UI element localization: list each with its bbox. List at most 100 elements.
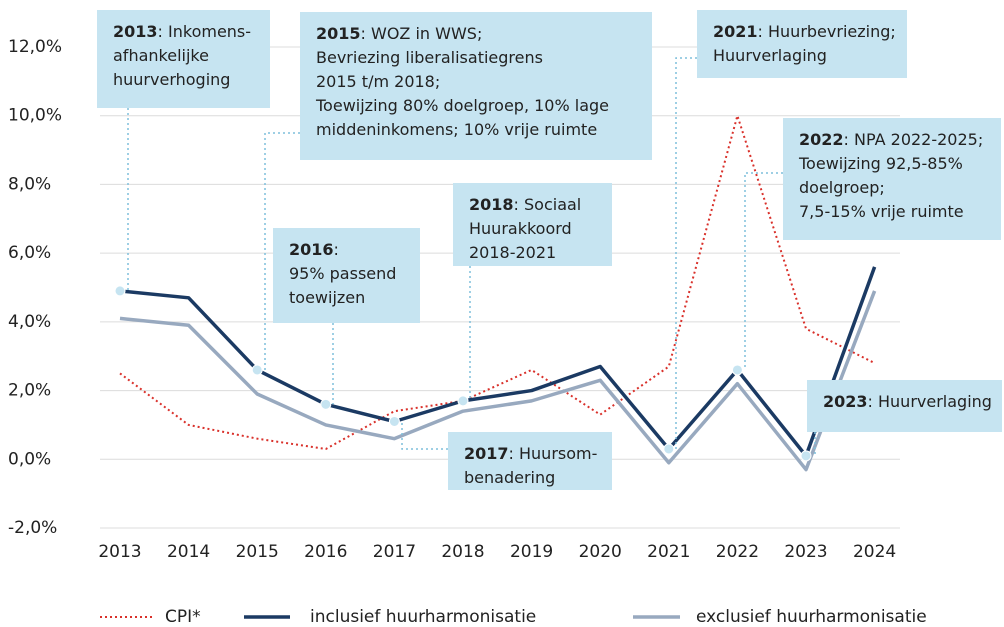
series-line [119, 266, 877, 458]
annotation-year: 2021 [713, 22, 758, 41]
annotation-box [448, 432, 612, 490]
annotation-text: 2022: NPA 2022-2025; [799, 130, 983, 149]
annotation-text: benadering [464, 468, 555, 487]
legend-label: inclusief huurharmonisatie [310, 607, 536, 627]
y-tick-label: 12,0% [8, 37, 62, 57]
annotation-text: 95% passend [289, 264, 396, 283]
annotation-text: Huurakkoord [469, 219, 572, 238]
annotation-text: toewijzen [289, 288, 365, 307]
annotation-text: 2023: Huurverlaging [823, 392, 992, 411]
annotation-text: 2017: Huursom- [464, 444, 597, 463]
annotation-text: Toewijzing 92,5-85% [798, 154, 963, 173]
annotation-point [251, 364, 263, 376]
x-tick-label: 2015 [236, 542, 279, 562]
annotation-text: afhankelijke [113, 46, 209, 65]
annotation-line: : Huurverlaging [868, 392, 992, 411]
annotation-line: Bevriezing liberalisatiegrens [316, 48, 543, 67]
annotation-text: 2015: WOZ in WWS; [316, 24, 482, 43]
annotation-year: 2013 [113, 22, 158, 41]
annotation-box [97, 10, 270, 108]
annotation-box [300, 12, 652, 160]
y-tick-label: 6,0% [8, 243, 51, 263]
annotation-point [320, 398, 332, 410]
annotation-point [731, 364, 743, 376]
annotation-year: 2015 [316, 24, 361, 43]
annotation-text: 2013: Inkomens- [113, 22, 251, 41]
x-tick-label: 2013 [98, 542, 141, 562]
annotation-point [457, 395, 469, 407]
annotation-box [697, 10, 907, 78]
annotation-point [800, 450, 812, 462]
x-tick-label: 2024 [853, 542, 896, 562]
x-tick-label: 2020 [579, 542, 622, 562]
annotation-line: Toewijzing 92,5-85% [798, 154, 963, 173]
annotation-text: 7,5-15% vrije ruimte [799, 202, 964, 221]
annotation-box [273, 228, 420, 323]
annotation-text: 2018: Sociaal [469, 195, 581, 214]
annotation-text: Huurverlaging [713, 46, 827, 65]
legend-label: CPI* [165, 607, 201, 627]
annotation-box [453, 183, 612, 266]
y-tick-label: 2,0% [8, 381, 51, 401]
annotation-box [807, 380, 1002, 432]
y-tick-label: 10,0% [8, 106, 62, 126]
connector [264, 132, 300, 370]
annotation-line: benadering [464, 468, 555, 487]
x-tick-label: 2016 [304, 542, 347, 562]
x-tick-label: 2021 [647, 542, 690, 562]
x-tick-label: 2019 [510, 542, 553, 562]
y-tick-label: -2,0% [8, 518, 57, 538]
annotation-text: Toewijzing 80% doelgroep, 10% lage [315, 96, 609, 115]
annotation-line: : Huurbevriezing; [758, 22, 896, 41]
annotation-text: 2015 t/m 2018; [316, 72, 440, 91]
annotation-line: toewijzen [289, 288, 365, 307]
y-tick-label: 0,0% [8, 449, 51, 469]
annotation-text: 2018-2021 [469, 243, 556, 262]
annotation-year: 2017 [464, 444, 509, 463]
annotation-line: 2018-2021 [469, 243, 556, 262]
annotation-point [663, 443, 675, 455]
annotation-point [114, 285, 126, 297]
y-tick-label: 8,0% [8, 174, 51, 194]
annotation-line: Huurakkoord [469, 219, 572, 238]
annotation-line: doelgroep; [799, 178, 885, 197]
x-tick-label: 2017 [373, 542, 416, 562]
annotation-text: huurverhoging [113, 70, 230, 89]
annotation-line: : NPA 2022-2025; [844, 130, 984, 149]
connector [675, 57, 697, 449]
annotation-text: doelgroep; [799, 178, 885, 197]
series-line [119, 114, 876, 450]
annotation-line: : Inkomens- [158, 22, 252, 41]
annotation-line: : WOZ in WWS; [361, 24, 483, 43]
annotation-line: afhankelijke [113, 46, 209, 65]
annotation-box [783, 118, 1001, 240]
annotation-text: middeninkomens; 10% vrije ruimte [316, 120, 597, 139]
x-tick-label: 2018 [441, 542, 484, 562]
x-tick-label: 2022 [716, 542, 759, 562]
annotation-line: : Huursom- [509, 444, 598, 463]
annotation-text: Bevriezing liberalisatiegrens [316, 48, 543, 67]
annotation-year: 2018 [469, 195, 514, 214]
annotation-year: 2023 [823, 392, 868, 411]
annotation-line: middeninkomens; 10% vrije ruimte [316, 120, 597, 139]
annotation-line: Toewijzing 80% doelgroep, 10% lage [315, 96, 609, 115]
x-tick-label: 2023 [784, 542, 827, 562]
annotation-point [388, 415, 400, 427]
annotation-line: huurverhoging [113, 70, 230, 89]
annotation-line: : [334, 240, 339, 259]
connector [744, 172, 783, 370]
series-line [119, 290, 877, 472]
y-tick-label: 4,0% [8, 312, 51, 332]
annotation-text: 2016: [289, 240, 339, 259]
x-tick-label: 2014 [167, 542, 210, 562]
annotation-line: : Sociaal [514, 195, 582, 214]
annotation-year: 2022 [799, 130, 844, 149]
annotation-line: Huurverlaging [713, 46, 827, 65]
annotation-line: 7,5-15% vrije ruimte [799, 202, 964, 221]
annotation-line: 2015 t/m 2018; [316, 72, 440, 91]
connector [401, 421, 448, 450]
legend-label: exclusief huurharmonisatie [696, 607, 927, 627]
annotation-line: 95% passend [289, 264, 396, 283]
annotation-year: 2016 [289, 240, 334, 259]
